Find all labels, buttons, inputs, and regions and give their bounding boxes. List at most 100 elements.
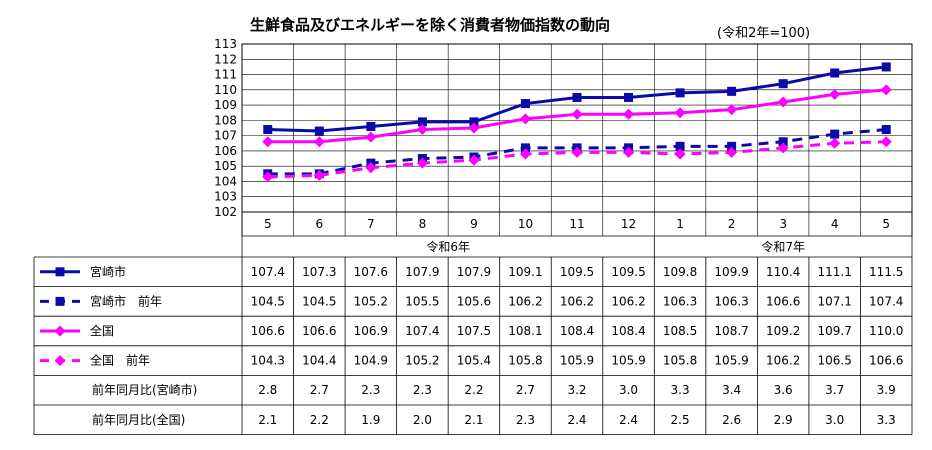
data-point bbox=[778, 79, 788, 89]
table-cell: 107.4 bbox=[869, 294, 903, 308]
data-point bbox=[881, 125, 891, 135]
x-tick-label: 11 bbox=[569, 217, 584, 231]
x-tick-label: 1 bbox=[676, 217, 684, 231]
y-tick-label: 109 bbox=[214, 98, 237, 112]
row-label: 前年同月比(全国) bbox=[92, 412, 185, 427]
table-cell: 108.5 bbox=[663, 324, 697, 338]
data-point bbox=[468, 154, 480, 166]
table-cell: 108.4 bbox=[560, 324, 594, 338]
data-point bbox=[313, 169, 325, 181]
y-tick-label: 105 bbox=[214, 159, 237, 173]
x-tick-label: 8 bbox=[419, 217, 427, 231]
data-point bbox=[416, 157, 428, 169]
table-cell: 2.2 bbox=[310, 413, 329, 427]
table-cell: 105.9 bbox=[560, 354, 594, 368]
table-cell: 106.3 bbox=[663, 294, 697, 308]
y-tick-label: 102 bbox=[214, 205, 237, 219]
table-cell: 3.0 bbox=[825, 413, 844, 427]
table-cell: 2.0 bbox=[413, 413, 432, 427]
table-cell: 107.3 bbox=[302, 265, 336, 279]
table-cell: 107.4 bbox=[251, 265, 285, 279]
table-cell: 2.3 bbox=[413, 383, 432, 397]
data-point bbox=[830, 129, 840, 139]
data-point bbox=[262, 171, 274, 183]
legend-label: 宮崎市 bbox=[90, 264, 126, 279]
table-cell: 3.9 bbox=[877, 383, 896, 397]
table-cell: 2.9 bbox=[774, 413, 793, 427]
table-cell: 109.7 bbox=[818, 324, 852, 338]
data-point bbox=[624, 92, 634, 102]
table-cell: 107.4 bbox=[405, 324, 439, 338]
data-point bbox=[416, 124, 428, 136]
table-cell: 106.2 bbox=[766, 354, 800, 368]
legend-marker bbox=[55, 296, 65, 306]
table-cell: 2.6 bbox=[722, 413, 741, 427]
table-cell: 104.5 bbox=[251, 294, 285, 308]
table-cell: 105.2 bbox=[405, 354, 439, 368]
table-cell: 2.5 bbox=[671, 413, 690, 427]
data-point bbox=[675, 141, 685, 151]
table-cell: 3.3 bbox=[877, 413, 896, 427]
table-cell: 2.4 bbox=[619, 413, 638, 427]
series-layer bbox=[262, 62, 892, 183]
data-point bbox=[572, 92, 582, 102]
data-point bbox=[726, 104, 738, 116]
x-tick-label: 5 bbox=[882, 217, 890, 231]
y-tick-label: 111 bbox=[214, 68, 237, 82]
table-cell: 105.5 bbox=[405, 294, 439, 308]
table-cell: 110.0 bbox=[869, 324, 903, 338]
data-point bbox=[880, 136, 892, 148]
table-cell: 2.7 bbox=[310, 383, 329, 397]
x-tick-label: 7 bbox=[367, 217, 375, 231]
legend-label: 全国 bbox=[90, 323, 114, 338]
data-point bbox=[469, 117, 479, 127]
data-point bbox=[830, 68, 840, 78]
x-tick-label: 5 bbox=[264, 217, 272, 231]
table-cell: 109.5 bbox=[560, 265, 594, 279]
data-point bbox=[571, 108, 583, 120]
data-point bbox=[519, 113, 531, 125]
x-tick-label: 12 bbox=[621, 217, 636, 231]
legend-marker bbox=[54, 355, 66, 367]
table-cell: 2.8 bbox=[258, 383, 277, 397]
y-tick-label: 103 bbox=[214, 190, 237, 204]
data-point bbox=[829, 88, 841, 100]
table-cell: 106.6 bbox=[869, 354, 903, 368]
legend-marker bbox=[55, 267, 65, 277]
table-cell: 106.2 bbox=[508, 294, 542, 308]
year-label: 令和6年 bbox=[426, 239, 470, 254]
table-cell: 107.5 bbox=[457, 324, 491, 338]
data-point bbox=[727, 86, 737, 96]
table-cell: 2.1 bbox=[258, 413, 277, 427]
table-cell: 2.7 bbox=[516, 383, 535, 397]
table-cell: 111.1 bbox=[818, 265, 852, 279]
table-cell: 3.7 bbox=[825, 383, 844, 397]
table-cell: 106.9 bbox=[354, 324, 388, 338]
data-point bbox=[777, 142, 789, 154]
x-tick-label: 10 bbox=[518, 217, 533, 231]
data-point bbox=[623, 146, 635, 158]
table-cell: 3.3 bbox=[671, 383, 690, 397]
data-point bbox=[726, 146, 738, 158]
data-point bbox=[365, 131, 377, 143]
chart-subtitle: (令和2年=100) bbox=[717, 26, 810, 41]
table-cell: 2.3 bbox=[361, 383, 380, 397]
table-cell: 105.4 bbox=[457, 354, 491, 368]
table-cell: 111.5 bbox=[869, 265, 903, 279]
data-point bbox=[674, 148, 686, 160]
data-point bbox=[262, 136, 274, 148]
table-cell: 106.6 bbox=[302, 324, 336, 338]
table-cell: 107.6 bbox=[354, 265, 388, 279]
data-point bbox=[313, 136, 325, 148]
table-cell: 110.4 bbox=[766, 265, 800, 279]
table-cell: 109.5 bbox=[611, 265, 645, 279]
table-cell: 106.6 bbox=[251, 324, 285, 338]
row-label: 前年同月比(宮崎市) bbox=[92, 382, 197, 397]
y-tick-label: 110 bbox=[214, 83, 237, 97]
y-tick-label: 113 bbox=[214, 37, 237, 51]
table-cell: 108.1 bbox=[508, 324, 542, 338]
table-cell: 105.6 bbox=[457, 294, 491, 308]
table-cell: 105.9 bbox=[611, 354, 645, 368]
